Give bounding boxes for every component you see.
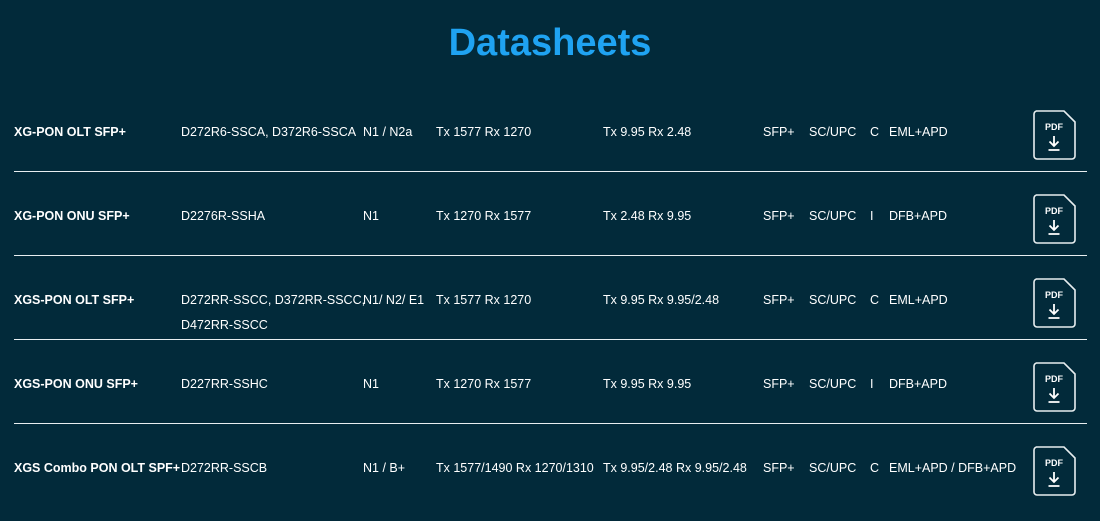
temperature-grade: I [870,377,874,391]
pdf-download-icon[interactable]: PDF [1033,446,1077,496]
row-divider [14,255,1087,256]
product-name: XGS-PON OLT SFP+ [14,293,135,307]
product-name: XG-PON ONU SFP+ [14,209,130,223]
row-divider [14,423,1087,424]
connector: SC/UPC [809,209,857,223]
connector: SC/UPC [809,125,857,139]
model-numbers: D272RR-SSCB [181,456,267,481]
connector: SC/UPC [809,293,857,307]
components: EML+APD [889,293,948,307]
wavelength: Tx 1577/1490 Rx 1270/1310 [436,461,594,475]
connector: SC/UPC [809,461,857,475]
svg-text:PDF: PDF [1045,206,1064,216]
standard: N1 / N2a [363,125,413,139]
model-line: D272RR-SSCB [181,461,268,475]
data-rate: Tx 2.48 Rx 9.95 [603,209,692,223]
standard: N1/ N2/ E1 [363,293,425,307]
svg-text:PDF: PDF [1045,374,1064,384]
wavelength: Tx 1577 Rx 1270 [436,125,532,139]
temperature-grade: C [870,461,880,475]
components: EML+APD / DFB+APD [889,461,1017,475]
model-line: D227RR-SSHC [181,377,268,391]
table-row: XGS-PON ONU SFP+ D227RR-SSHC N1 Tx 1270 Rx … [0,353,1100,437]
data-rate: Tx 9.95/2.48 Rx 9.95/2.48 [603,461,747,475]
components: DFB+APD [889,377,948,391]
model-numbers: D227RR-SSHC [181,372,268,397]
pdf-download-icon[interactable]: PDF [1033,362,1077,412]
wavelength: Tx 1270 Rx 1577 [436,377,532,391]
connector: SC/UPC [809,377,857,391]
data-rate: Tx 9.95 Rx 9.95 [603,377,692,391]
model-line: D2276R-SSHA [181,209,266,223]
product-name: XGS Combo PON OLT SPF+ [14,461,181,475]
pdf-download-icon[interactable]: PDF [1033,278,1077,328]
temperature-grade: C [870,125,880,139]
table-row: XG-PON OLT SFP+ D272R6-SSCA, D372R6-SSCA N… [0,101,1100,185]
form-factor: SFP+ [763,461,795,475]
model-line: D272R6-SSCA, D372R6-SSCA [181,125,357,139]
row-divider [14,339,1087,340]
table-row: XG-PON ONU SFP+ D2276R-SSHA N1 Tx 1270 Rx 1… [0,185,1100,269]
model-numbers: D272R6-SSCA, D372R6-SSCA [181,120,356,145]
model-numbers: D272RR-SSCC, D372RR-SSCC, D472RR-SSCC [181,288,365,338]
product-name: XG-PON OLT SFP+ [14,125,126,139]
data-rate: Tx 9.95 Rx 2.48 [603,125,692,139]
page-title: Datasheets [448,22,652,64]
wavelength: Tx 1577 Rx 1270 [436,293,532,307]
standard: N1 / B+ [363,461,406,475]
table-row: XGS Combo PON OLT SPF+ D272RR-SSCB N1 / B+… [0,437,1100,521]
components: EML+APD [889,125,948,139]
row-divider [14,171,1087,172]
pdf-download-icon[interactable]: PDF [1033,110,1077,160]
svg-text:PDF: PDF [1045,122,1064,132]
standard: N1 [363,377,379,391]
model-line: D472RR-SSCC [181,318,268,332]
form-factor: SFP+ [763,125,795,139]
table-row: XGS-PON OLT SFP+ D272RR-SSCC, D372RR-SSCC… [0,269,1100,353]
model-numbers: D2276R-SSHA [181,204,265,229]
form-factor: SFP+ [763,293,795,307]
svg-text:PDF: PDF [1045,458,1064,468]
pdf-download-icon[interactable]: PDF [1033,194,1077,244]
svg-text:PDF: PDF [1045,290,1064,300]
form-factor: SFP+ [763,377,795,391]
form-factor: SFP+ [763,209,795,223]
temperature-grade: C [870,293,880,307]
temperature-grade: I [870,209,874,223]
product-name: XGS-PON ONU SFP+ [14,377,138,391]
components: DFB+APD [889,209,948,223]
wavelength: Tx 1270 Rx 1577 [436,209,532,223]
data-rate: Tx 9.95 Rx 9.95/2.48 [603,293,720,307]
standard: N1 [363,209,379,223]
model-line: D272RR-SSCC, D372RR-SSCC, [181,293,366,307]
